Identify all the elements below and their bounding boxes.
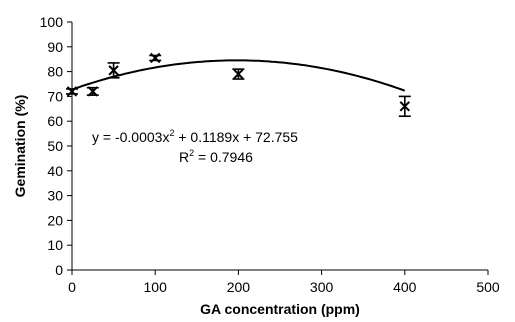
marker-x-stroke bbox=[399, 101, 411, 112]
data-point bbox=[398, 95, 411, 118]
x-axis-ticks: 0 100 200 300 400 500 bbox=[68, 270, 500, 295]
data-point bbox=[107, 62, 120, 79]
r-squared-rest: = 0.7946 bbox=[194, 149, 253, 165]
data-point bbox=[149, 52, 162, 64]
data-point bbox=[86, 86, 99, 97]
trend-equation-main: y = -0.0003x bbox=[92, 129, 169, 145]
data-point bbox=[232, 68, 245, 80]
trendline bbox=[71, 59, 406, 92]
marker-x-stroke bbox=[108, 65, 119, 76]
y-tick-label: 10 bbox=[47, 237, 63, 253]
y-tick-label: 100 bbox=[40, 14, 64, 30]
y-tick-label: 50 bbox=[47, 138, 63, 154]
plot-area bbox=[71, 22, 488, 271]
x-tick-label: 100 bbox=[144, 279, 168, 295]
trend-equation: y = -0.0003x2 + 0.1189x + 72.755 bbox=[92, 128, 298, 145]
data-point bbox=[66, 86, 78, 97]
y-tick-label: 0 bbox=[55, 262, 63, 278]
marker-x-stroke bbox=[149, 52, 161, 64]
x-tick-label: 200 bbox=[227, 279, 251, 295]
y-tick-label: 70 bbox=[47, 88, 63, 104]
y-tick-label: 40 bbox=[47, 163, 63, 179]
y-tick-label: 30 bbox=[47, 188, 63, 204]
x-tick-label: 500 bbox=[476, 279, 500, 295]
r-squared-main: R bbox=[179, 149, 189, 165]
x-tick-label: 0 bbox=[68, 279, 76, 295]
y-tick-label: 20 bbox=[47, 212, 63, 228]
y-tick-label: 60 bbox=[47, 113, 63, 129]
marker-x-stroke bbox=[66, 86, 78, 97]
y-axis-title: Gemination (%) bbox=[12, 95, 28, 198]
x-tick-label: 400 bbox=[393, 279, 417, 295]
r-squared-exponent: 2 bbox=[189, 148, 194, 158]
marker-x-stroke bbox=[87, 86, 99, 97]
y-axis-ticks: 0 10 20 30 40 50 60 70 80 90 100 bbox=[40, 14, 72, 278]
trend-equation-exponent: 2 bbox=[169, 128, 174, 138]
r-squared-label: R2 = 0.7946 bbox=[179, 148, 253, 165]
y-tick-label: 80 bbox=[47, 64, 63, 80]
y-tick-label: 90 bbox=[47, 39, 63, 55]
trend-equation-rest: + 0.1189x + 72.755 bbox=[174, 129, 298, 145]
data-points bbox=[66, 52, 411, 118]
marker-x-stroke bbox=[233, 68, 244, 80]
x-tick-label: 300 bbox=[310, 279, 334, 295]
x-axis-title: GA concentration (ppm) bbox=[200, 301, 360, 317]
